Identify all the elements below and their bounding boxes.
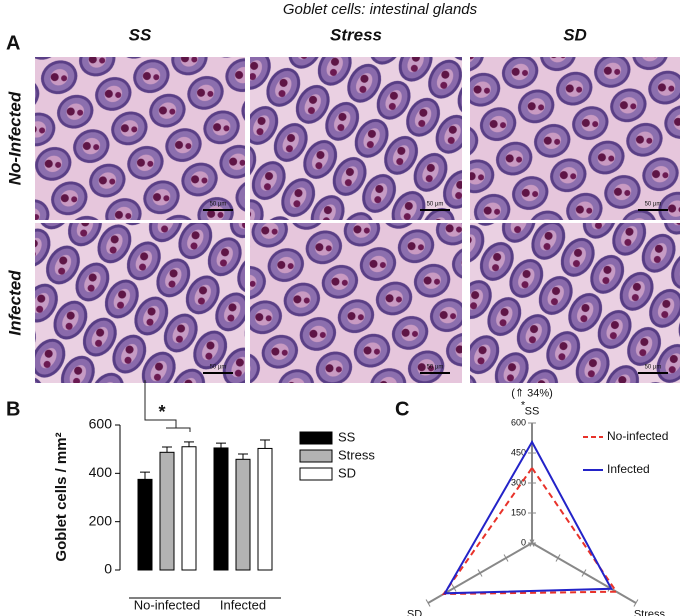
bar [213,447,229,571]
legend-swatch [299,449,333,463]
radar-tick-label: 150 [511,507,526,517]
annotation: (⇑ 34%) [511,387,553,399]
micrograph [35,223,245,383]
micrograph [470,57,680,220]
legend-swatch [299,467,333,481]
row-label: No-Infected [5,91,24,185]
y-tick-label: 200 [89,512,113,528]
legend-label: Infected [607,462,650,476]
y-tick-label: 0 [104,561,112,577]
scale-bar-label: 50 µm [645,202,662,208]
radar-tick [451,584,457,592]
axis-label: SD [407,609,422,616]
axis-label: Stress [634,609,666,616]
bracket [166,427,191,432]
scale-bar-label: 50 µm [427,365,444,371]
micrograph [250,223,462,383]
figure-title: Goblet cells: intestinal glands [283,1,478,18]
axis-label: SS [525,405,540,417]
radar-tick [555,554,561,562]
scale-bar-label: 50 µm [210,202,227,208]
column-label: Stress [330,25,382,44]
column-label: SD [563,25,587,44]
significance: * [158,402,165,422]
radar-tick-label: 450 [511,447,526,457]
radar-tick-label: 300 [511,477,526,487]
radar-tick [581,569,587,577]
panel-label: C [395,398,409,420]
radar-tick-label: 0 [521,537,526,547]
radar-tick [477,569,483,577]
bar [159,451,175,571]
panel-label: A [6,32,20,54]
y-axis-label: Goblet cells / mm² [53,432,70,561]
scale-bar-label: 50 µm [210,365,227,371]
x-tick-label: Infected [220,597,266,612]
radar-tick [503,554,509,562]
scale-bar-label: 50 µm [427,202,444,208]
legend-label: SD [338,465,356,480]
legend-label: Stress [338,447,375,462]
radar-line [441,466,619,596]
legend-label: SS [338,429,356,444]
significance-bracket [144,380,191,432]
column-label: SS [129,25,152,44]
bar [257,447,273,571]
bar [181,446,197,571]
panel-label: B [6,398,20,420]
row-label: Infected [5,270,24,336]
radar-tick [529,539,535,547]
micrograph [250,57,462,220]
legend-swatch [299,431,333,445]
panel-a: SS Stress SD No-Infected 50 µm 50 µm 50 µm Infe… [5,25,680,383]
x-tick-label: No-infected [134,597,200,612]
bar [235,458,251,571]
micrograph [35,57,245,220]
radar-tick-label: 600 [511,417,526,427]
radar-line [443,439,613,595]
y-tick-label: 600 [89,416,113,432]
scale-bar-label: 50 µm [645,365,662,371]
legend-label: No-infected [607,429,668,443]
radar-tick [633,599,639,607]
bracket [144,380,177,428]
axis-marker: * [521,399,526,411]
y-tick-label: 400 [89,464,113,480]
radar-tick [425,599,431,607]
micrograph [470,223,680,383]
bar [137,478,153,571]
